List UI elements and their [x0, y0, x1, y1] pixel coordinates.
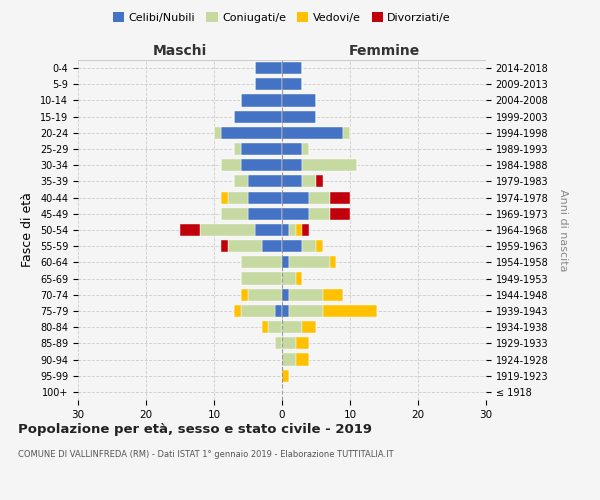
Bar — [282, 354, 296, 366]
Bar — [268, 321, 282, 333]
Bar — [289, 224, 296, 236]
Bar — [282, 224, 289, 236]
Bar — [282, 176, 302, 188]
Bar — [241, 305, 275, 317]
Bar — [241, 159, 282, 172]
Bar — [296, 272, 302, 284]
Bar — [289, 288, 323, 301]
Bar — [241, 143, 282, 155]
Bar — [235, 110, 282, 122]
Bar — [248, 176, 282, 188]
Y-axis label: Anni di nascita: Anni di nascita — [558, 188, 568, 271]
Bar — [221, 208, 248, 220]
Y-axis label: Fasce di età: Fasce di età — [22, 192, 34, 268]
Bar — [282, 159, 302, 172]
Text: Femmine: Femmine — [349, 44, 419, 59]
Bar — [200, 224, 255, 236]
Bar — [309, 192, 329, 203]
Text: Popolazione per età, sesso e stato civile - 2019: Popolazione per età, sesso e stato civil… — [18, 422, 372, 436]
Bar — [255, 224, 282, 236]
Bar — [275, 338, 282, 349]
Bar — [262, 240, 282, 252]
Bar — [323, 305, 377, 317]
Bar — [282, 208, 309, 220]
Bar — [282, 192, 309, 203]
Text: COMUNE DI VALLINFREDA (RM) - Dati ISTAT 1° gennaio 2019 - Elaborazione TUTTITALI: COMUNE DI VALLINFREDA (RM) - Dati ISTAT … — [18, 450, 394, 459]
Bar — [248, 288, 282, 301]
Bar — [302, 321, 316, 333]
Bar — [329, 256, 337, 268]
Bar — [309, 208, 329, 220]
Bar — [282, 338, 296, 349]
Bar — [329, 192, 350, 203]
Bar — [282, 288, 289, 301]
Bar — [282, 370, 289, 382]
Bar — [255, 78, 282, 90]
Bar — [275, 305, 282, 317]
Bar — [241, 94, 282, 106]
Bar — [296, 338, 309, 349]
Bar — [282, 78, 302, 90]
Bar — [248, 208, 282, 220]
Bar — [221, 240, 227, 252]
Bar — [248, 192, 282, 203]
Bar — [323, 288, 343, 301]
Bar — [235, 176, 248, 188]
Bar — [255, 62, 282, 74]
Legend: Celibi/Nubili, Coniugati/e, Vedovi/e, Divorziati/e: Celibi/Nubili, Coniugati/e, Vedovi/e, Di… — [109, 8, 455, 28]
Bar — [302, 143, 309, 155]
Bar — [282, 321, 302, 333]
Bar — [282, 240, 302, 252]
Bar — [227, 240, 262, 252]
Bar — [180, 224, 200, 236]
Bar — [282, 305, 289, 317]
Bar — [282, 62, 302, 74]
Bar — [241, 256, 282, 268]
Bar — [282, 110, 316, 122]
Bar — [235, 143, 241, 155]
Bar — [282, 94, 316, 106]
Bar — [241, 288, 248, 301]
Bar — [282, 127, 343, 139]
Bar — [282, 256, 289, 268]
Bar — [241, 272, 282, 284]
Bar — [329, 208, 350, 220]
Bar — [302, 159, 357, 172]
Bar — [221, 159, 241, 172]
Bar — [227, 192, 248, 203]
Bar — [302, 176, 316, 188]
Bar — [296, 354, 309, 366]
Bar — [289, 256, 329, 268]
Bar — [343, 127, 350, 139]
Bar — [316, 240, 323, 252]
Text: Maschi: Maschi — [153, 44, 207, 59]
Bar — [302, 240, 316, 252]
Bar — [296, 224, 302, 236]
Bar — [221, 192, 227, 203]
Bar — [302, 224, 309, 236]
Bar — [214, 127, 221, 139]
Bar — [282, 272, 296, 284]
Bar — [316, 176, 323, 188]
Bar — [221, 127, 282, 139]
Bar — [262, 321, 268, 333]
Bar — [282, 143, 302, 155]
Bar — [235, 305, 241, 317]
Bar — [289, 305, 323, 317]
